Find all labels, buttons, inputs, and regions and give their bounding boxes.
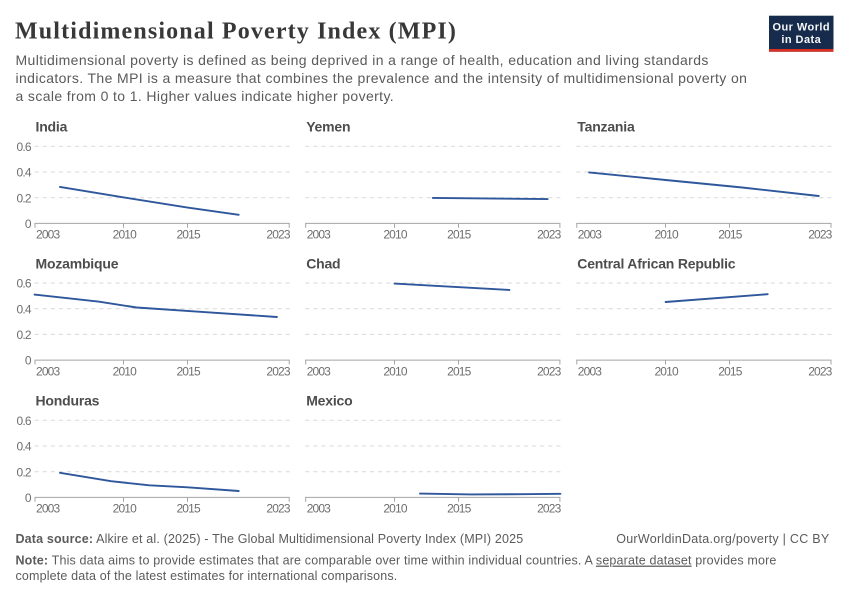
svg-text:2023: 2023 xyxy=(537,502,561,516)
svg-text:2003: 2003 xyxy=(36,502,60,516)
svg-text:Yemen: Yemen xyxy=(306,119,350,135)
svg-text:0.6: 0.6 xyxy=(17,277,32,291)
svg-text:Mexico: Mexico xyxy=(306,393,352,409)
svg-text:2010: 2010 xyxy=(654,228,678,242)
svg-text:2010: 2010 xyxy=(113,228,137,242)
svg-text:2015: 2015 xyxy=(718,228,742,242)
svg-text:2023: 2023 xyxy=(808,364,832,378)
svg-text:2015: 2015 xyxy=(176,502,200,516)
svg-text:Mozambique: Mozambique xyxy=(36,255,119,271)
svg-text:Honduras: Honduras xyxy=(36,393,100,409)
svg-text:2003: 2003 xyxy=(578,364,602,378)
svg-text:Multidimensional poverty is de: Multidimensional poverty is defined as b… xyxy=(16,52,709,68)
svg-text:Central African Republic: Central African Republic xyxy=(577,255,735,271)
svg-text:2003: 2003 xyxy=(307,364,331,378)
svg-text:2023: 2023 xyxy=(537,364,561,378)
svg-text:India: India xyxy=(36,119,68,135)
svg-text:2015: 2015 xyxy=(447,228,471,242)
svg-text:2023: 2023 xyxy=(266,228,290,242)
svg-text:0.2: 0.2 xyxy=(17,465,32,479)
svg-text:Our World: Our World xyxy=(772,21,830,33)
svg-text:complete data of the latest es: complete data of the latest estimates fo… xyxy=(16,569,398,583)
svg-text:0: 0 xyxy=(25,491,32,505)
svg-text:0.2: 0.2 xyxy=(17,328,32,342)
svg-text:Multidimensional Poverty Index: Multidimensional Poverty Index (MPI) xyxy=(15,19,457,45)
svg-text:Data source: Alkire et al. (20: Data source: Alkire et al. (2025) - The … xyxy=(16,532,524,546)
svg-text:OurWorldinData.org/poverty | C: OurWorldinData.org/poverty | CC BY xyxy=(616,532,830,546)
svg-text:2010: 2010 xyxy=(383,364,407,378)
svg-text:2010: 2010 xyxy=(383,502,407,516)
svg-text:2003: 2003 xyxy=(36,228,60,242)
svg-text:2023: 2023 xyxy=(808,228,832,242)
svg-text:0: 0 xyxy=(25,217,32,231)
svg-text:0.4: 0.4 xyxy=(17,440,32,454)
svg-text:2003: 2003 xyxy=(578,228,602,242)
svg-text:0.4: 0.4 xyxy=(17,302,32,316)
svg-text:a scale from 0 to 1. Higher va: a scale from 0 to 1. Higher values indic… xyxy=(16,88,395,104)
svg-text:in Data: in Data xyxy=(781,34,821,46)
svg-text:2015: 2015 xyxy=(718,364,742,378)
svg-text:Note: This data aims to provid: Note: This data aims to provide estimate… xyxy=(16,554,777,568)
svg-text:2003: 2003 xyxy=(307,502,331,516)
svg-text:2015: 2015 xyxy=(176,364,200,378)
svg-text:Tanzania: Tanzania xyxy=(577,119,635,135)
svg-text:2023: 2023 xyxy=(266,502,290,516)
svg-text:2015: 2015 xyxy=(447,502,471,516)
svg-text:0.4: 0.4 xyxy=(17,166,32,180)
svg-text:0.6: 0.6 xyxy=(17,140,32,154)
svg-text:2015: 2015 xyxy=(176,228,200,242)
svg-text:2010: 2010 xyxy=(113,364,137,378)
svg-text:2010: 2010 xyxy=(383,228,407,242)
svg-text:2015: 2015 xyxy=(447,364,471,378)
svg-text:2010: 2010 xyxy=(113,502,137,516)
svg-text:0.2: 0.2 xyxy=(17,191,32,205)
svg-text:2003: 2003 xyxy=(36,364,60,378)
svg-text:2023: 2023 xyxy=(537,228,561,242)
svg-text:indicators. The MPI is a measu: indicators. The MPI is a measure that co… xyxy=(16,70,748,86)
svg-text:0: 0 xyxy=(25,354,32,368)
svg-text:Chad: Chad xyxy=(306,255,340,271)
svg-text:2023: 2023 xyxy=(266,364,290,378)
svg-text:0.6: 0.6 xyxy=(17,414,32,428)
svg-text:2003: 2003 xyxy=(307,228,331,242)
svg-text:2010: 2010 xyxy=(654,364,678,378)
